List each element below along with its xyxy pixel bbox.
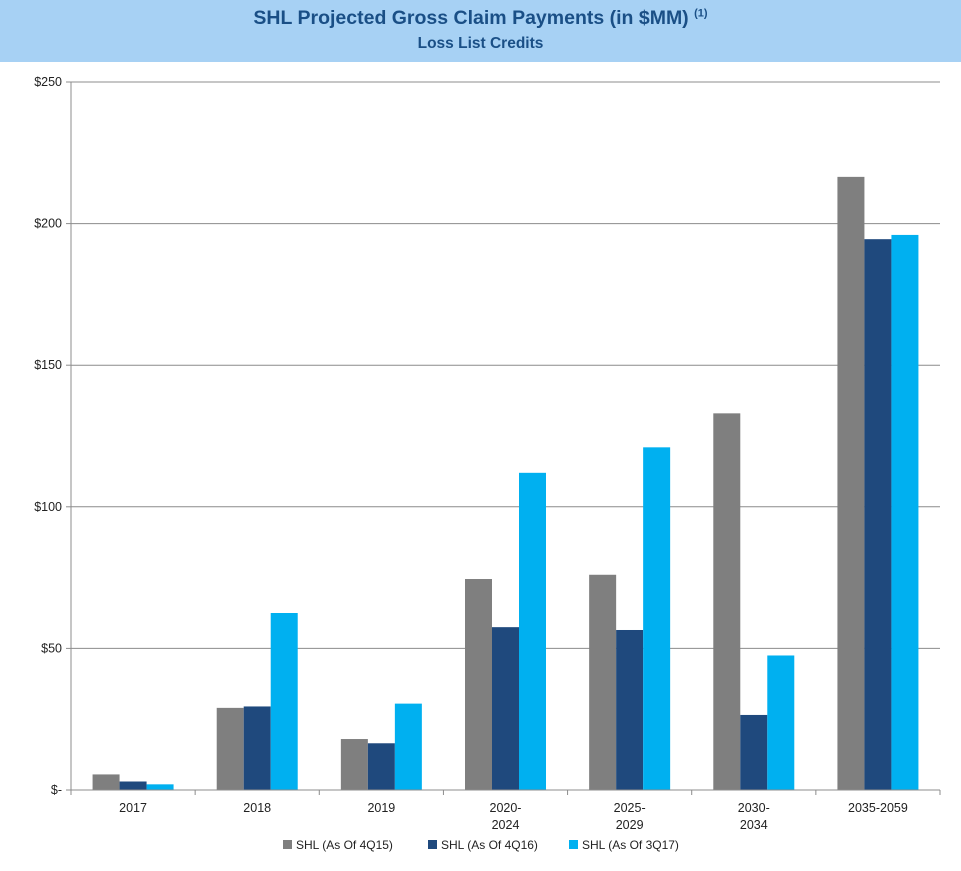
- bar: [891, 234, 919, 791]
- y-tick-label: $200: [34, 217, 62, 231]
- x-tick-label: 2024: [492, 818, 520, 832]
- legend-swatch: [428, 840, 437, 849]
- bar: [643, 447, 671, 790]
- y-tick-label: $100: [34, 500, 62, 514]
- y-axis: $- $50 $100 $150 $200 $250: [34, 75, 72, 797]
- bar: [767, 655, 795, 790]
- title-footnote-marker: (1): [694, 7, 708, 20]
- bar: [740, 714, 768, 790]
- bar: [616, 629, 644, 790]
- legend-swatch: [569, 840, 578, 849]
- chart-title-banner: SHL Projected Gross Claim Payments (in $…: [0, 0, 961, 62]
- bar: [837, 176, 865, 790]
- bar: [146, 784, 174, 790]
- x-tick-label: 2025-: [614, 801, 646, 815]
- x-tick-label: 2020-: [490, 801, 522, 815]
- x-tick-label: 2029: [616, 818, 644, 832]
- chart-title-text: SHL Projected Gross Claim Payments (in $…: [253, 7, 689, 29]
- bar: [119, 781, 147, 790]
- legend: SHL (As Of 4Q15) SHL (As Of 4Q16) SHL (As …: [283, 838, 679, 852]
- bar: [864, 239, 892, 790]
- y-tick-label: $250: [34, 75, 62, 89]
- y-tick-label: $150: [34, 358, 62, 372]
- legend-swatch: [283, 840, 292, 849]
- bar: [340, 739, 368, 790]
- bar: [465, 579, 492, 790]
- bars: [92, 176, 919, 791]
- bar: [216, 707, 244, 790]
- legend-label: SHL (As Of 3Q17): [582, 838, 679, 852]
- legend-label: SHL (As Of 4Q15): [296, 838, 393, 852]
- y-tick-label: $-: [51, 783, 62, 797]
- bar: [394, 703, 422, 790]
- bar: [92, 774, 120, 790]
- y-tick-label: $50: [41, 641, 62, 655]
- x-tick-label: 2017: [119, 801, 147, 815]
- bar: [367, 743, 395, 790]
- bar: [713, 413, 741, 790]
- x-tick-label: 2018: [243, 801, 271, 815]
- bar: [243, 706, 271, 790]
- bar: [519, 472, 546, 790]
- x-tick-label: 2019: [367, 801, 395, 815]
- bar: [270, 613, 298, 790]
- gridlines: [71, 81, 940, 649]
- chart-title: SHL Projected Gross Claim Payments (in $…: [0, 7, 961, 30]
- x-tick-label: 2034: [740, 818, 768, 832]
- chart-subtitle: Loss List Credits: [417, 35, 544, 52]
- x-axis: 2017 2018 2019 2020- 2024 2025- 2029 2030- 2034 2…: [70, 789, 941, 832]
- x-tick-label: 2035-2059: [848, 801, 908, 815]
- bar: [492, 627, 519, 790]
- x-tick-label: 2030-: [738, 801, 770, 815]
- bar: [589, 574, 617, 790]
- legend-label: SHL (As Of 4Q16): [441, 838, 538, 852]
